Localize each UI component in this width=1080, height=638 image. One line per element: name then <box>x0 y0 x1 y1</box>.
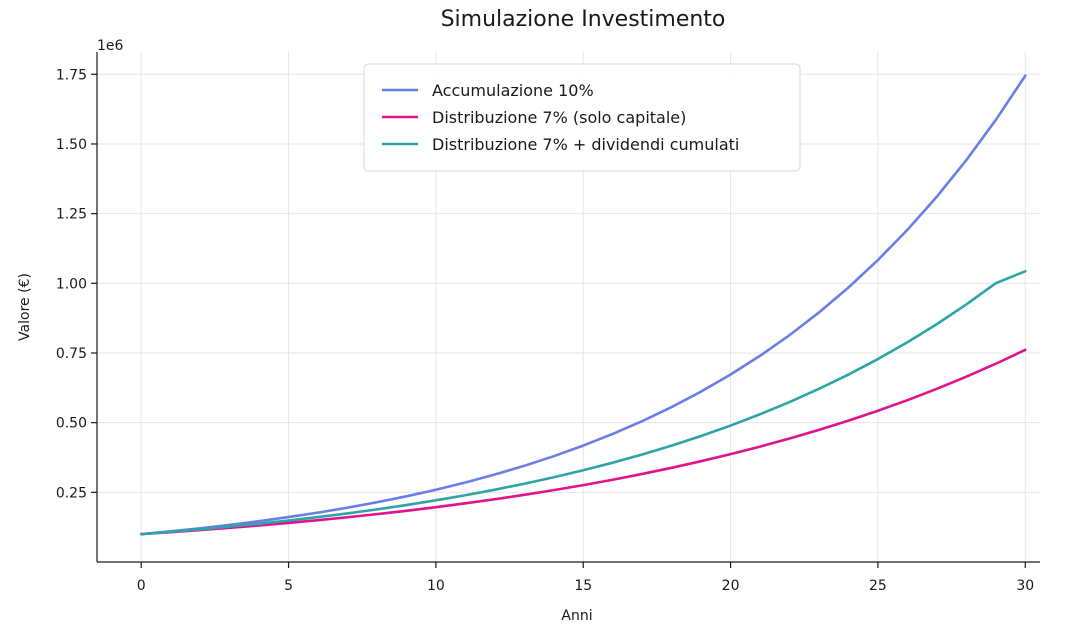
y-tick-label: 1.50 <box>56 137 87 153</box>
x-ticks: 0 5 10 15 20 25 30 <box>137 562 1034 594</box>
x-tick-label: 30 <box>1016 578 1034 594</box>
y-tick-label: 0.25 <box>56 485 87 501</box>
legend-box <box>363 63 801 172</box>
chart-title: Simulazione Investimento <box>441 7 726 32</box>
series-line-2 <box>139 348 1027 536</box>
legend: Accumulazione 10% Distribuzione 7% (solo … <box>363 63 801 172</box>
y-ticks: 0.25 0.50 0.75 1.00 1.25 1.50 1.75 <box>56 67 97 501</box>
y-tick-label: 1.00 <box>56 276 87 292</box>
x-tick-label: 20 <box>722 578 740 594</box>
x-tick-label: 15 <box>574 578 592 594</box>
y-axis-label: Valore (€) <box>17 273 33 341</box>
y-tick-label: 1.25 <box>56 207 87 223</box>
x-axis-label: Anni <box>561 608 592 624</box>
y-tick-label: 1.75 <box>56 67 87 83</box>
y-tick-label: 0.75 <box>56 346 87 362</box>
legend-label-2: Distribuzione 7% (solo capitale) <box>432 108 686 127</box>
series-lines <box>139 74 1027 536</box>
legend-label-1: Accumulazione 10% <box>432 81 594 100</box>
x-tick-label: 25 <box>869 578 887 594</box>
x-tick-label: 10 <box>427 578 445 594</box>
y-tick-label: 0.50 <box>56 416 87 432</box>
legend-label-3: Distribuzione 7% + dividendi cumulati <box>432 135 739 154</box>
axes <box>96 52 1040 563</box>
series-line-1 <box>139 74 1027 536</box>
series-line-3 <box>139 269 1027 536</box>
x-tick-label: 0 <box>137 578 146 594</box>
y-offset-label: 1e6 <box>97 38 124 54</box>
x-tick-label: 5 <box>284 578 293 594</box>
